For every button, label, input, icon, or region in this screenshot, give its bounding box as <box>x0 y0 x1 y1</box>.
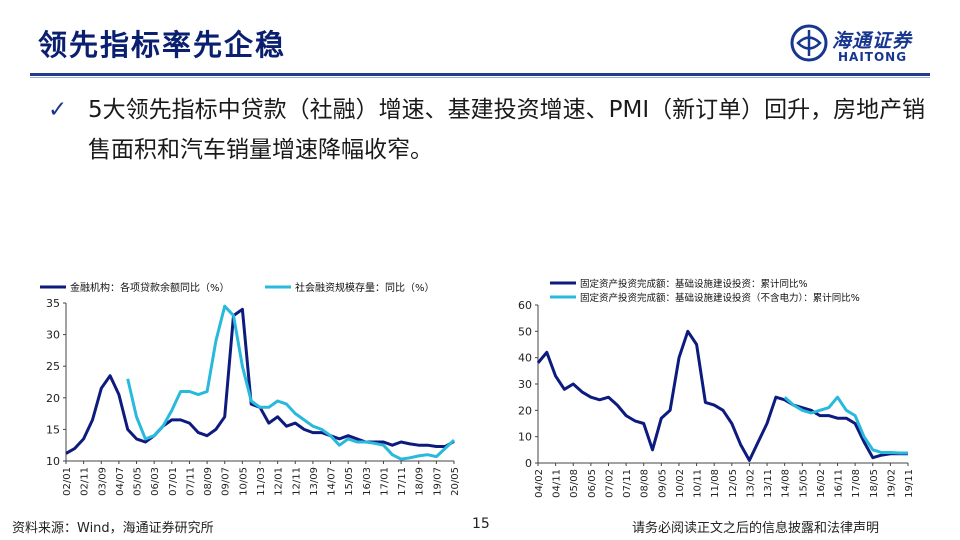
x-tick-label: 13/02 <box>745 469 756 498</box>
x-tick-label: 16/11 <box>834 469 845 498</box>
x-tick-label: 05/08 <box>569 469 580 498</box>
x-tick-label: 08/09 <box>203 467 214 496</box>
y-tick-label: 50 <box>518 325 532 338</box>
x-tick-label: 20/05 <box>450 467 461 496</box>
x-tick-label: 07/11 <box>622 469 633 498</box>
checkmark-icon: ✓ <box>48 97 68 123</box>
x-tick-label: 14/07 <box>327 467 338 496</box>
x-tick-label: 17/08 <box>851 469 862 498</box>
x-tick-label: 15/05 <box>344 467 355 496</box>
y-tick-label: 35 <box>46 297 60 310</box>
x-tick-label: 05/05 <box>133 467 144 496</box>
x-tick-label: 19/07 <box>432 467 443 496</box>
x-tick-label: 16/02 <box>816 469 827 498</box>
x-tick-label: 18/05 <box>869 469 880 498</box>
haitong-logo-icon <box>790 24 828 62</box>
legend-label: 社会融资规模存量：同比（%） <box>295 281 435 294</box>
y-tick-label: 10 <box>46 455 60 468</box>
x-tick-label: 04/11 <box>552 469 563 498</box>
x-tick-label: 16/03 <box>362 467 373 496</box>
y-tick-label: 15 <box>46 423 60 436</box>
y-tick-label: 25 <box>46 360 60 373</box>
x-tick-label: 09/05 <box>657 469 668 498</box>
x-tick-label: 13/11 <box>763 469 774 498</box>
legend-label: 金融机构：各项贷款余额同比（%） <box>70 281 230 294</box>
x-tick-label: 12/11 <box>291 467 302 496</box>
x-tick-label: 12/01 <box>274 467 285 496</box>
x-tick-label: 19/02 <box>886 469 897 498</box>
x-tick-label: 07/02 <box>604 469 615 498</box>
x-tick-label: 17/11 <box>397 467 408 496</box>
page-number: 15 <box>472 516 490 532</box>
legend-label: 固定资产投资完成额：基础设施建设投资：累计同比% <box>580 278 808 290</box>
bullet-point: ✓ 5大领先指标中贷款（社融）增速、基建投资增速、PMI（新订单）回升，房地产销… <box>48 90 928 170</box>
x-tick-label: 14/08 <box>781 469 792 498</box>
page-title: 领先指标率先企稳 <box>38 28 287 62</box>
x-tick-label: 10/02 <box>675 469 686 498</box>
x-tick-label: 04/07 <box>115 467 126 496</box>
haitong-logo: 海通证券 HAITONG <box>790 24 940 68</box>
x-tick-label: 18/09 <box>415 467 426 496</box>
x-tick-label: 12/05 <box>728 469 739 498</box>
infrastructure-investment-chart: 0 10 20 30 40 50 60 04/02 04/11 05/08 06/05 07/02 07… <box>518 278 915 498</box>
series-line-1 <box>126 304 456 461</box>
x-tick-label: 09/07 <box>221 467 232 496</box>
x-tick-label: 13/09 <box>309 467 320 496</box>
x-tick-label: 08/08 <box>640 469 651 498</box>
y-tick-label: 20 <box>46 392 60 405</box>
x-tick-label: 06/03 <box>150 467 161 496</box>
x-tick-label: 02/01 <box>62 467 73 496</box>
x-tick-label: 19/11 <box>904 469 915 498</box>
x-tick-label: 06/05 <box>587 469 598 498</box>
series-line-0 <box>65 307 455 455</box>
y-tick-label: 10 <box>518 431 532 444</box>
x-tick-label: 03/09 <box>97 467 108 496</box>
x-tick-label: 07/11 <box>185 467 196 496</box>
x-tick-label: 11/03 <box>256 467 267 496</box>
series-line-1 <box>783 395 908 455</box>
source-note: 资料来源：Wind，海通证券研究所 <box>12 521 214 536</box>
y-tick-label: 40 <box>518 352 532 365</box>
y-tick-label: 20 <box>518 404 532 417</box>
x-tick-label: 02/11 <box>80 467 91 496</box>
x-tick-label: 04/02 <box>534 469 545 498</box>
series-line-0 <box>536 329 908 462</box>
y-tick-label: 30 <box>46 329 60 342</box>
x-tick-label: 10/05 <box>238 467 249 496</box>
disclaimer: 请务必阅读正文之后的信息披露和法律声明 <box>632 521 880 536</box>
loan-growth-chart: 10 15 20 25 30 35 02/01 02/11 03/09 04/07 05/05 06/… <box>40 281 461 496</box>
title-rule <box>30 73 930 76</box>
x-tick-label: 11/08 <box>710 469 721 498</box>
x-tick-label: 17/01 <box>379 467 390 496</box>
bullet-text: 5大领先指标中贷款（社融）增速、基建投资增速、PMI（新订单）回升，房地产销售面… <box>88 97 926 163</box>
legend-label: 固定资产投资完成额：基础设施建设投资（不含电力）：累计同比% <box>580 292 860 304</box>
logo-en-text: HAITONG <box>838 50 908 64</box>
y-tick-label: 0 <box>525 457 532 470</box>
x-tick-label: 10/11 <box>693 469 704 498</box>
y-tick-label: 30 <box>518 378 532 391</box>
y-tick-label: 60 <box>518 299 532 312</box>
x-tick-label: 07/01 <box>168 467 179 496</box>
x-tick-label: 15/05 <box>798 469 809 498</box>
logo-cn-text: 海通证券 <box>832 30 913 52</box>
title-rule-thin <box>30 77 930 78</box>
